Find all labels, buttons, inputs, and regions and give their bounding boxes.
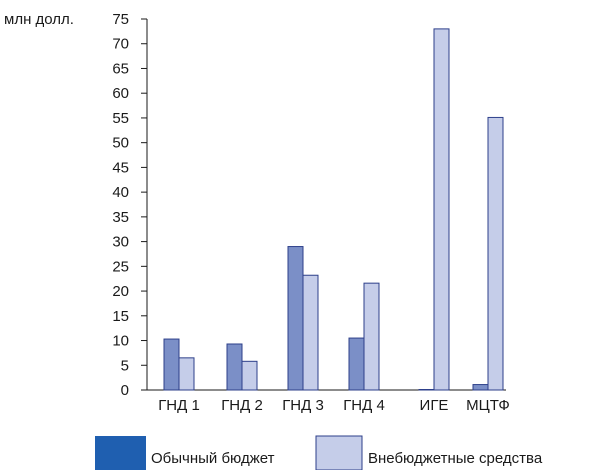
bar-regular-budget-3 bbox=[348, 337, 365, 391]
bar-extrabudgetary-3 bbox=[363, 282, 380, 391]
y-tick-label: 75 bbox=[112, 11, 129, 28]
legend-label-1: Внебюджетные средства bbox=[368, 450, 543, 467]
y-tick-label: 30 bbox=[112, 234, 129, 251]
y-tick-label: 55 bbox=[112, 110, 129, 127]
y-tick-label: 10 bbox=[112, 333, 129, 350]
axes: 0 5 10 15 20 25 30 35 40 45 50 55 60 65 70 75 млн долл. Г… bbox=[4, 11, 510, 414]
bar-regular-budget-2 bbox=[287, 246, 304, 391]
legend-label-0: Обычный бюджет bbox=[151, 450, 275, 467]
y-tick-label: 50 bbox=[112, 135, 129, 152]
y-tick-label: 60 bbox=[112, 85, 129, 102]
y-tick-label: 25 bbox=[112, 258, 129, 275]
y-tick-label: 35 bbox=[112, 209, 129, 226]
y-tick-label: 40 bbox=[112, 184, 129, 201]
bar-regular-budget-4 bbox=[418, 389, 435, 391]
x-category-label: ГНД 4 bbox=[343, 397, 385, 414]
bar-extrabudgetary-2 bbox=[302, 274, 319, 391]
x-category-label: МЦТФ bbox=[466, 397, 510, 414]
y-tick-label: 65 bbox=[112, 60, 129, 77]
y-tick-label: 0 bbox=[121, 382, 129, 399]
x-category-label: ИГЕ bbox=[420, 397, 449, 414]
y-tick-label: 70 bbox=[112, 36, 129, 53]
y-tick-label: 45 bbox=[112, 159, 129, 176]
bar-extrabudgetary-4 bbox=[433, 28, 450, 391]
x-category-label: ГНД 3 bbox=[282, 397, 324, 414]
bar-regular-budget-1 bbox=[226, 343, 243, 391]
bar-regular-budget-0 bbox=[163, 338, 180, 391]
x-category-label: ГНД 2 bbox=[221, 397, 263, 414]
legend: Обычный бюджет Внебюджетные средства bbox=[95, 435, 543, 470]
bars bbox=[163, 28, 504, 391]
bar-extrabudgetary-0 bbox=[178, 357, 195, 391]
x-category-label: ГНД 1 bbox=[158, 397, 200, 414]
legend-swatch-0 bbox=[95, 436, 146, 470]
bar-extrabudgetary-1 bbox=[241, 360, 258, 391]
legend-swatch-1 bbox=[315, 435, 363, 470]
y-tick-label: 15 bbox=[112, 308, 129, 325]
y-axis-unit-label: млн долл. bbox=[4, 11, 74, 28]
bar-extrabudgetary-5 bbox=[487, 116, 504, 391]
y-tick-label: 5 bbox=[121, 357, 129, 374]
bar-regular-budget-5 bbox=[472, 384, 489, 391]
y-tick-label: 20 bbox=[112, 283, 129, 300]
